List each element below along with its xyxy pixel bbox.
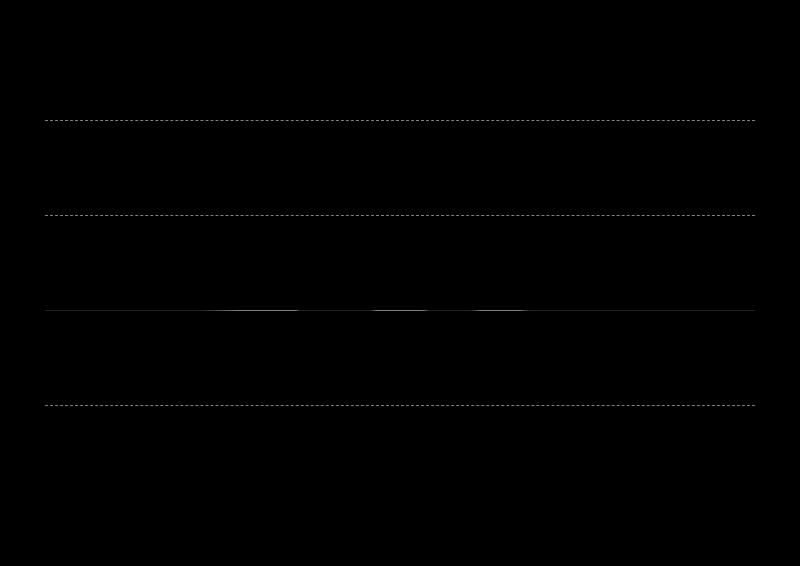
gridline	[45, 405, 755, 406]
gridline	[45, 215, 755, 216]
data-curve	[0, 0, 800, 566]
gridline	[45, 310, 755, 311]
gridline	[45, 120, 755, 121]
chart-area	[0, 0, 800, 566]
